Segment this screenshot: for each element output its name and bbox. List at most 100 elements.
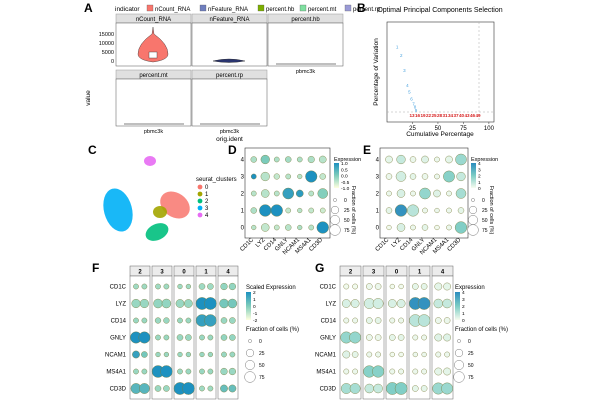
dot <box>434 333 443 342</box>
dot <box>396 189 406 198</box>
gene-label: CD1C <box>375 237 391 253</box>
dot <box>308 207 315 214</box>
dot <box>282 187 294 200</box>
dot <box>261 223 270 232</box>
cluster-swatch <box>197 205 203 211</box>
color-tick: 0 <box>462 318 465 324</box>
cutoff-pc-label: 22 <box>426 113 432 118</box>
dot <box>389 334 396 341</box>
dot <box>385 155 393 164</box>
dot <box>396 299 406 308</box>
facet-label: 2 <box>349 270 353 276</box>
dot <box>259 204 272 217</box>
dot <box>396 223 406 232</box>
dot <box>421 155 429 164</box>
cluster-swatch <box>197 212 203 218</box>
dot <box>133 283 139 290</box>
dot <box>260 154 270 165</box>
cutoff-pc-label: 25 <box>431 113 437 118</box>
dot <box>261 189 270 198</box>
dot <box>273 224 280 231</box>
dot <box>421 173 429 180</box>
color-tick: 4 <box>478 161 481 167</box>
dot <box>397 334 405 341</box>
dot <box>387 299 397 308</box>
dot <box>420 283 428 290</box>
gene-label: CD3D <box>447 237 463 253</box>
chart-title: Optimal Principal Components Selection <box>377 7 502 14</box>
dot <box>412 283 419 290</box>
color-tick: 1 <box>253 297 256 303</box>
facet-label: 3 <box>372 270 376 276</box>
plot-area <box>386 21 495 123</box>
dot <box>307 155 315 164</box>
gene-label: LYZ <box>255 237 267 249</box>
size-legend-dot <box>469 205 478 214</box>
dot <box>374 317 382 324</box>
legend-swatch <box>299 4 307 12</box>
dot <box>220 334 228 341</box>
legend-swatch <box>344 4 352 12</box>
dot <box>138 331 151 344</box>
x-tick-label: 100 <box>484 126 495 132</box>
dot <box>443 333 451 342</box>
gene-label: CD1C <box>239 237 255 253</box>
dot <box>433 189 441 198</box>
dot <box>207 351 213 358</box>
dot <box>220 384 228 393</box>
y-tick: 10000 <box>99 41 114 47</box>
panel-a-legend: indicator nCount_RNA nFeature_RNA percent.… <box>115 4 381 13</box>
dot <box>177 368 183 375</box>
dot <box>285 207 292 214</box>
dot <box>394 382 408 395</box>
dot <box>139 298 149 309</box>
dot <box>443 317 451 324</box>
gene-label: GNLY <box>110 336 126 342</box>
gene-label: LYZ <box>325 302 336 308</box>
facet-label: 4 <box>441 270 445 276</box>
dot <box>316 221 329 234</box>
color-tick: 3 <box>462 297 465 303</box>
data-point-label: 1 <box>396 45 399 50</box>
dot <box>446 190 452 197</box>
dot <box>219 298 229 309</box>
dot <box>419 187 431 200</box>
size-legend-title: Fraction of cells (%) <box>488 186 494 235</box>
data-point-label: 7 <box>412 101 415 106</box>
dot <box>374 334 382 341</box>
panel-f: F CD1CLYZCD14GNLYNCAM1MS4A1CD3D2AB3AB0AB… <box>92 261 299 400</box>
size-legend-label: 0 <box>344 198 347 204</box>
size-legend-label: 50 <box>344 218 350 224</box>
dot <box>317 188 328 199</box>
size-legend-dot <box>467 224 479 236</box>
gene-label: LYZ <box>391 237 403 249</box>
y-tick: 15000 <box>99 32 114 38</box>
dot <box>308 190 315 197</box>
gene-label: CD3D <box>308 237 324 253</box>
cluster-label: 2 <box>205 199 209 205</box>
size-legend-dot <box>457 339 461 343</box>
row-label: 3 <box>376 175 380 181</box>
gene-label: CD3D <box>110 387 127 393</box>
dot <box>155 334 161 341</box>
size-legend-dot <box>330 215 340 225</box>
size-legend-label: 25 <box>468 351 474 357</box>
data-point-label: 4 <box>406 83 409 88</box>
size-legend-dot <box>245 349 254 358</box>
size-legend-label: 0 <box>468 339 471 345</box>
x-axis-label: Cumulative Percentage <box>406 131 474 138</box>
panel-a-letter: A <box>84 1 93 15</box>
gene-label: MS4A1 <box>316 370 336 376</box>
dot <box>342 350 351 359</box>
dot <box>434 367 443 376</box>
dot <box>445 155 453 164</box>
data-point-label: 8 <box>414 105 417 110</box>
dot <box>163 317 170 324</box>
dot <box>351 351 359 358</box>
color-legend-title: Expression <box>471 157 498 163</box>
dot <box>227 298 238 309</box>
data-point-label: 6 <box>410 96 413 101</box>
dot <box>446 207 452 214</box>
color-tick: 1 <box>462 311 465 317</box>
